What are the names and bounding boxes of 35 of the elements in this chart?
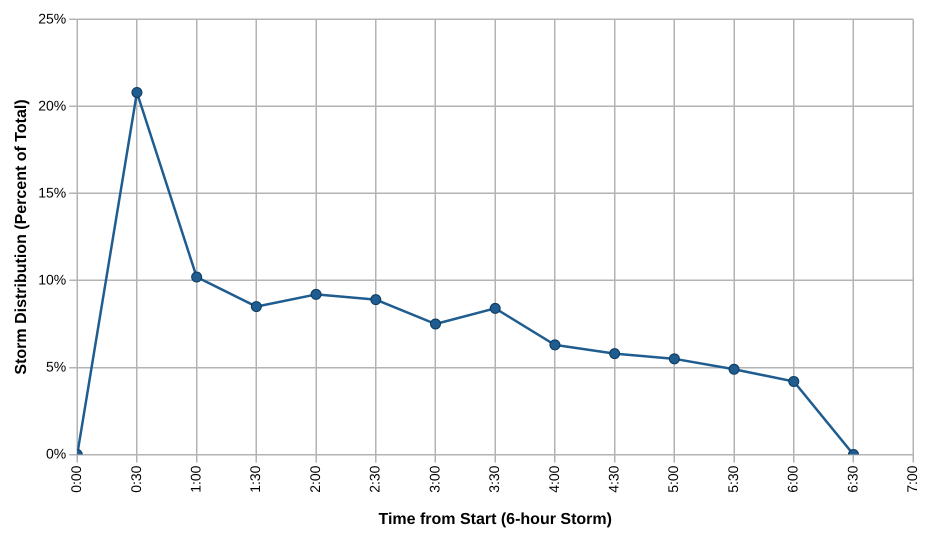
- point: [549, 339, 560, 350]
- x-tick-label: 2:30: [366, 465, 383, 493]
- x-tick-label: 7:00: [904, 465, 920, 493]
- point: [668, 353, 680, 364]
- point: [191, 272, 202, 283]
- point: [310, 288, 322, 300]
- x-tick-label: 6:30: [844, 465, 860, 493]
- x-tick-label: 5:30: [724, 465, 741, 493]
- x-tick-label: 6:00: [784, 465, 801, 493]
- point: [370, 294, 382, 306]
- y-tick-label: 25%: [38, 10, 66, 26]
- y-tick-label: 15%: [38, 184, 66, 200]
- y-tick-label: 0%: [46, 445, 66, 462]
- x-tick-label: 0:30: [128, 465, 144, 493]
- x-tick-label: 5:00: [665, 465, 682, 493]
- point: [131, 87, 142, 98]
- x-tick-label: 4:00: [546, 465, 562, 493]
- y-tick-label: 10%: [38, 271, 66, 288]
- point: [609, 348, 620, 360]
- y-tick-label: 20%: [38, 97, 66, 114]
- point: [490, 302, 501, 314]
- point: [728, 364, 740, 375]
- x-tick-label: 1:00: [188, 465, 204, 493]
- point: [788, 376, 800, 387]
- point: [430, 318, 441, 330]
- x-tick-label: 1:30: [247, 465, 264, 493]
- y-axis-title: Storm Distribution (Percent of Total): [13, 99, 30, 375]
- x-tick-label: 3:00: [426, 465, 442, 493]
- x-tick-label: 0:00: [68, 465, 84, 493]
- x-axis-title: Time from Start (6-hour Storm): [378, 510, 612, 528]
- x-tick-label: 3:30: [486, 465, 502, 493]
- point: [250, 301, 262, 312]
- y-tick-label: 5%: [46, 358, 66, 374]
- x-tick-label: 4:30: [605, 465, 622, 493]
- x-tick-label: 2:00: [306, 465, 323, 493]
